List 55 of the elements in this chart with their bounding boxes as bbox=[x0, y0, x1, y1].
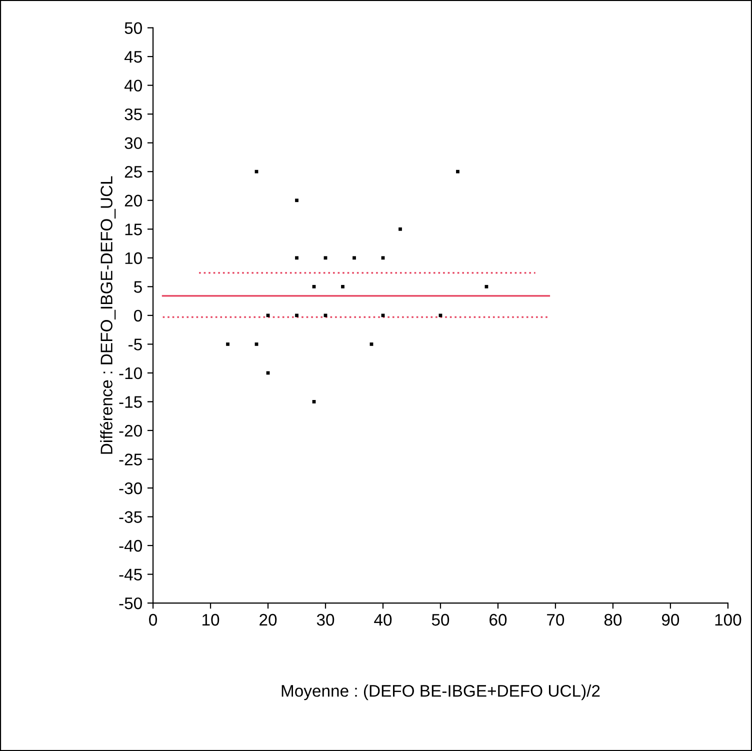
y-tick-label: -25 bbox=[119, 454, 142, 466]
point bbox=[254, 342, 258, 346]
y-tick-label: 30 bbox=[124, 137, 142, 150]
point bbox=[295, 314, 298, 318]
y-axis-title: Différence : DEFO_IBGE-DEFO_UCL bbox=[100, 176, 116, 454]
point bbox=[370, 342, 374, 346]
point bbox=[352, 256, 356, 260]
point bbox=[438, 314, 442, 318]
y-tick-label: 15 bbox=[125, 224, 142, 236]
point bbox=[312, 284, 316, 288]
y-tick-label: 50 bbox=[124, 22, 142, 34]
point bbox=[254, 170, 258, 174]
point bbox=[456, 170, 460, 174]
point bbox=[295, 198, 298, 202]
y-tick-label: 5 bbox=[134, 281, 142, 293]
x-tick-label: 40 bbox=[374, 614, 392, 626]
x-tick-label: 10 bbox=[202, 614, 220, 626]
point bbox=[398, 227, 402, 231]
y-tick-label: 10 bbox=[125, 252, 142, 264]
y-tick-label: 35 bbox=[124, 108, 142, 120]
point bbox=[226, 342, 230, 346]
point bbox=[295, 256, 298, 260]
y-tick-label: -40 bbox=[119, 540, 142, 552]
y-tick-label: -20 bbox=[119, 424, 142, 437]
x-tick-label: 80 bbox=[604, 614, 622, 626]
y-tick-label: -50 bbox=[119, 597, 142, 610]
point bbox=[381, 314, 385, 318]
point bbox=[341, 284, 344, 288]
x-tick-label: 60 bbox=[490, 614, 507, 626]
x-tick-label: 90 bbox=[662, 614, 680, 626]
x-axis-title: Moyenne : (DEFO BE-IBGE+DEFO UCL)/2 bbox=[282, 684, 600, 700]
point bbox=[324, 314, 328, 318]
y-tick-label: 25 bbox=[124, 166, 142, 178]
x-tick-label: 100 bbox=[715, 614, 742, 626]
y-tick-label: -30 bbox=[119, 482, 142, 494]
y-tick-label: -5 bbox=[128, 338, 142, 350]
point bbox=[312, 400, 316, 404]
y-tick-label: -35 bbox=[119, 511, 142, 523]
y-tick-label: 0 bbox=[134, 310, 142, 322]
y-tick-label: 40 bbox=[124, 80, 142, 92]
y-tick-label: -10 bbox=[119, 367, 142, 380]
x-tick-label: 70 bbox=[547, 614, 564, 626]
y-tick-label: 20 bbox=[124, 194, 142, 207]
x-tick-label: 20 bbox=[260, 614, 277, 626]
point bbox=[484, 284, 488, 288]
point bbox=[324, 256, 328, 260]
x-tick-label: 0 bbox=[149, 614, 158, 626]
x-tick-label: 50 bbox=[432, 614, 450, 626]
y-tick-label: -15 bbox=[119, 396, 142, 408]
y-tick-label: -45 bbox=[119, 568, 142, 580]
y-tick-label: 45 bbox=[124, 51, 142, 63]
point bbox=[266, 314, 270, 318]
point bbox=[266, 371, 270, 375]
point bbox=[381, 256, 385, 260]
x-tick-label: 30 bbox=[316, 614, 334, 626]
